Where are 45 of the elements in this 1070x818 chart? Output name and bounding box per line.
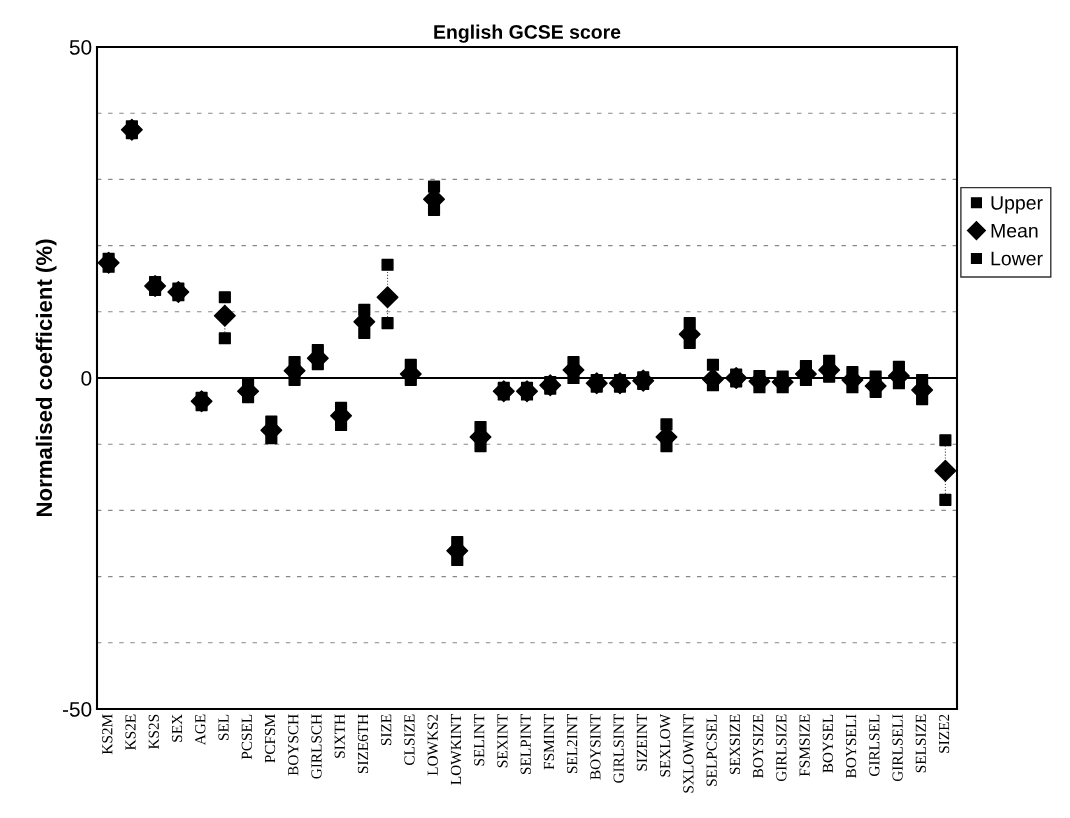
x-tick-label: BOYSIZE: [752, 714, 764, 778]
x-tick-label: FSMSIZE: [799, 714, 810, 777]
x-tick-label: SELINT: [474, 714, 485, 766]
x-tick-label: KS2M: [102, 714, 113, 755]
x-tick-label: GIRLSINT: [613, 714, 624, 783]
x-tick-label: GIRLSEL: [869, 714, 880, 777]
x-tick-label: SEL: [218, 714, 229, 740]
x-tick-label: GIRLSELI: [892, 714, 903, 782]
x-tick-label: SIZE2: [938, 714, 950, 753]
x-tick-label: KS2E: [125, 714, 136, 750]
x-tick-label: SEXINT: [497, 714, 508, 768]
x-tick-label: GIRLSCH: [311, 714, 322, 779]
x-tick-label: SEL2INT: [567, 714, 578, 774]
x-tick-label: LOWKS2: [427, 714, 438, 776]
x-tick-label: SELSIZE: [915, 714, 926, 773]
x-tick-label: SEX: [171, 714, 183, 742]
x-tick-label: CLSIZE: [404, 714, 415, 765]
x-tick-label: BOYSEL: [822, 714, 833, 773]
x-tick-label: LOWKINT: [450, 714, 462, 785]
y-tick-label: 50: [69, 40, 92, 55]
y-tick-label: -50: [62, 702, 92, 717]
x-tick-label: PCSEL: [241, 714, 252, 760]
x-tick-label: FSMINT: [543, 714, 555, 770]
x-tick-label: BOYSCH: [288, 714, 299, 776]
x-tick-label: BOYSELI: [845, 714, 857, 778]
x-tick-label: SXLOWINT: [683, 714, 694, 793]
x-tick-label: KS2S: [148, 714, 159, 750]
x-tick-label: SIZE: [381, 714, 392, 746]
x-tick-label: SIZEINT: [636, 714, 648, 771]
x-tick-label: SEXSIZE: [729, 714, 741, 774]
y-axis-title: Normalised coefficient (%): [35, 239, 57, 517]
chart-title: English GCSE score: [434, 24, 621, 43]
x-tick-label: SELPINT: [520, 714, 531, 774]
y-tick-label: 0: [81, 371, 92, 386]
legend-label: Mean: [991, 224, 1038, 238]
x-tick-label: SELPCSEL: [706, 714, 717, 786]
legend-label: Upper: [991, 196, 1043, 214]
x-tick-label: GIRLSIZE: [776, 714, 787, 782]
x-tick-label: AGE: [195, 714, 206, 746]
x-tick-label: SEXLOW: [660, 713, 671, 777]
x-tick-label: SIXTH: [334, 714, 345, 758]
x-tick-label: BOYSINT: [590, 714, 601, 780]
x-tick-label: SIZE6TH: [357, 714, 369, 774]
legend-label: Lower: [991, 251, 1043, 266]
x-tick-label: PCFSM: [264, 714, 276, 763]
